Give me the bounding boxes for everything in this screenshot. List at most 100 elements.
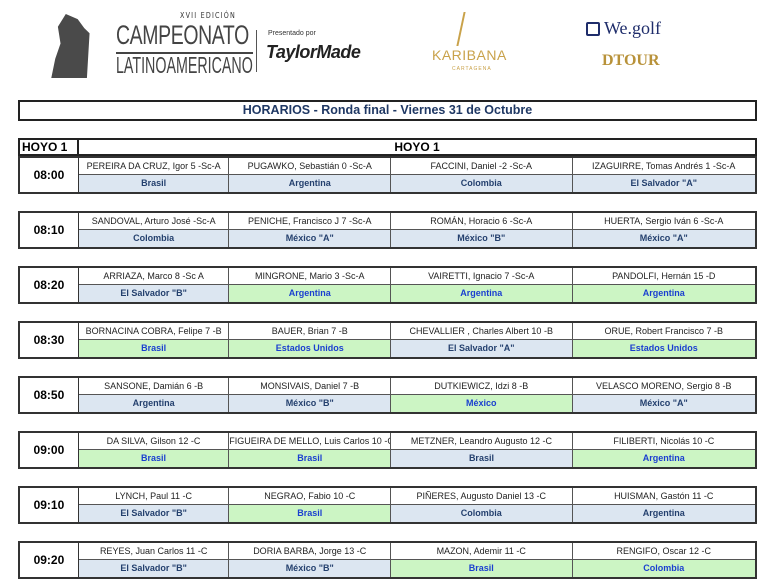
tee-time-group: 08:30 BORNACINA COBRA, Felipe 7 -B Brasi… xyxy=(18,321,757,359)
player-cell: MAZON, Ademir 11 -C Brasil xyxy=(391,543,573,577)
tee-time: 08:30 xyxy=(20,323,79,357)
tee-time: 09:20 xyxy=(20,543,79,577)
player-name: VELASCO MORENO, Sergio 8 -B xyxy=(572,378,755,395)
tee-time-group: 08:10 SANDOVAL, Arturo José -Sc-A Colomb… xyxy=(18,211,757,249)
player-name: IZAGUIRRE, Tomas Andrés 1 -Sc-A xyxy=(572,158,755,175)
edition-label: XVII EDICIÓN xyxy=(180,11,237,20)
player-name: DUTKIEWICZ, Idzi 8 -B xyxy=(391,378,572,395)
player-team: México "A" xyxy=(229,230,390,247)
tee-time-group: 09:10 LYNCH, Paul 11 -C El Salvador "B" … xyxy=(18,486,757,524)
player-team: México "B" xyxy=(229,560,390,577)
player-name: REYES, Juan Carlos 11 -C xyxy=(78,543,229,560)
player-team: Argentina xyxy=(78,395,229,412)
player-team: El Salvador "B" xyxy=(78,285,229,302)
player-name: MINGRONE, Mario 3 -Sc-A xyxy=(229,268,390,285)
taylormade-logo: TaylorMade xyxy=(266,42,361,62)
player-team: Brasil xyxy=(78,175,229,192)
karibana-logo: KARIBANA xyxy=(432,47,507,63)
player-name: BORNACINA COBRA, Felipe 7 -B xyxy=(78,323,229,340)
tee-time-group: 08:50 SANSONE, Damián 6 -B Argentina MON… xyxy=(18,376,757,414)
player-team: México "B" xyxy=(229,395,390,412)
player-team: Argentina xyxy=(572,450,755,467)
player-name: PEREIRA DA CRUZ, Igor 5 -Sc-A xyxy=(78,158,229,175)
player-cell: PUGAWKO, Sebastián 0 -Sc-A Argentina xyxy=(229,158,391,192)
player-team: Colombia xyxy=(78,230,229,247)
golfer-silhouette-icon xyxy=(51,14,90,78)
player-cell: LYNCH, Paul 11 -C El Salvador "B" xyxy=(78,488,230,522)
event-name-line2: LATINOAMERICANO xyxy=(116,52,253,78)
player-cell: METZNER, Leandro Augusto 12 -C Brasil xyxy=(391,433,573,467)
player-name: LYNCH, Paul 11 -C xyxy=(78,488,229,505)
player-name: DORIA BARBA, Jorge 13 -C xyxy=(229,543,390,560)
wegolf-crest-icon xyxy=(586,22,600,36)
karibana-figure-icon xyxy=(456,12,472,46)
player-team: El Salvador "B" xyxy=(78,560,229,577)
player-name: ARRIAZA, Marco 8 -Sc A xyxy=(78,268,229,285)
player-team: Brasil xyxy=(229,450,391,467)
player-name: NEGRAO, Fabio 10 -C xyxy=(229,488,390,505)
player-name: BAUER, Brian 7 -B xyxy=(229,323,390,340)
player-cell: RENGIFO, Oscar 12 -C Colombia xyxy=(572,543,755,577)
tee-time: 08:00 xyxy=(20,158,79,192)
player-cell: SANSONE, Damián 6 -B Argentina xyxy=(78,378,230,412)
tee-time: 09:00 xyxy=(20,433,79,467)
tee-time-group: 08:00 PEREIRA DA CRUZ, Igor 5 -Sc-A Bras… xyxy=(18,156,757,194)
player-name: PIÑERES, Augusto Daniel 13 -C xyxy=(391,488,572,505)
player-team: Argentina xyxy=(572,285,755,302)
player-cell: VAIRETTI, Ignacio 7 -Sc-A Argentina xyxy=(391,268,573,302)
player-team: Colombia xyxy=(391,175,572,192)
player-cell: BAUER, Brian 7 -B Estados Unidos xyxy=(229,323,391,357)
player-name: ROMÁN, Horacio 6 -Sc-A xyxy=(391,213,572,230)
hole-label: HOYO 1 xyxy=(20,140,79,154)
player-team: El Salvador "A" xyxy=(391,340,572,357)
player-cell: DORIA BARBA, Jorge 13 -C México "B" xyxy=(229,543,391,577)
player-cell: MONSIVAIS, Daniel 7 -B México "B" xyxy=(229,378,391,412)
player-cell: FACCINI, Daniel -2 -Sc-A Colombia xyxy=(391,158,573,192)
table-header: HOYO 1 HOYO 1 xyxy=(18,138,757,156)
player-team: México "A" xyxy=(572,230,755,247)
player-name: RENGIFO, Oscar 12 -C xyxy=(572,543,755,560)
player-name: FILIBERTI, Nicolás 10 -C xyxy=(572,433,755,450)
player-cell: FILIBERTI, Nicolás 10 -C Argentina xyxy=(572,433,755,467)
player-team: México "A" xyxy=(572,395,755,412)
tee-time: 09:10 xyxy=(20,488,79,522)
player-cell: PIÑERES, Augusto Daniel 13 -C Colombia xyxy=(391,488,573,522)
tee-time-group: 09:00 DA SILVA, Gilson 12 -C Brasil FIGU… xyxy=(18,431,757,469)
player-team: El Salvador "A" xyxy=(572,175,755,192)
tee-time: 08:20 xyxy=(20,268,79,302)
event-name-line1: CAMPEONATO xyxy=(116,20,249,50)
player-cell: PANDOLFI, Hernán 15 -D Argentina xyxy=(572,268,755,302)
player-team: Brasil xyxy=(391,450,572,467)
player-cell: PEREIRA DA CRUZ, Igor 5 -Sc-A Brasil xyxy=(78,158,230,192)
player-team: Brasil xyxy=(229,505,390,522)
player-name: PANDOLFI, Hernán 15 -D xyxy=(572,268,755,285)
karibana-sub: CARTAGENA xyxy=(452,66,492,72)
tee-time: 08:10 xyxy=(20,213,79,247)
player-cell: MINGRONE, Mario 3 -Sc-A Argentina xyxy=(229,268,391,302)
player-team: Colombia xyxy=(391,505,572,522)
dtour-logo: DTOUR xyxy=(602,52,660,69)
player-name: HUERTA, Sergio Iván 6 -Sc-A xyxy=(572,213,755,230)
campeonato-logo: XVII EDICIÓN CAMPEONATO LATINOAMERICANO xyxy=(46,11,253,80)
player-team: México xyxy=(391,395,572,412)
player-team: Brasil xyxy=(78,340,229,357)
player-team: Estados Unidos xyxy=(572,340,755,357)
player-name: MAZON, Ademir 11 -C xyxy=(391,543,572,560)
logo-divider xyxy=(256,30,257,72)
player-team: Argentina xyxy=(229,175,390,192)
player-cell: CHEVALLIER , Charles Albert 10 -B El Sal… xyxy=(391,323,573,357)
player-team: Argentina xyxy=(572,505,755,522)
player-cell: PENICHE, Francisco J 7 -Sc-A México "A" xyxy=(229,213,391,247)
player-name: CHEVALLIER , Charles Albert 10 -B xyxy=(391,323,572,340)
player-cell: FIGUEIRA DE MELLO, Luis Carlos 10 -C Bra… xyxy=(229,433,392,467)
player-cell: ORUE, Robert Francisco 7 -B Estados Unid… xyxy=(572,323,755,357)
player-cell: ARRIAZA, Marco 8 -Sc A El Salvador "B" xyxy=(78,268,230,302)
player-cell: ROMÁN, Horacio 6 -Sc-A México "B" xyxy=(391,213,573,247)
player-team: Argentina xyxy=(391,285,572,302)
player-name: MONSIVAIS, Daniel 7 -B xyxy=(229,378,390,395)
player-cell: BORNACINA COBRA, Felipe 7 -B Brasil xyxy=(78,323,230,357)
page-title: HORARIOS - Ronda final - Viernes 31 de O… xyxy=(18,100,757,121)
player-cell: HUERTA, Sergio Iván 6 -Sc-A México "A" xyxy=(572,213,755,247)
player-name: SANSONE, Damián 6 -B xyxy=(78,378,229,395)
player-team: Estados Unidos xyxy=(229,340,390,357)
